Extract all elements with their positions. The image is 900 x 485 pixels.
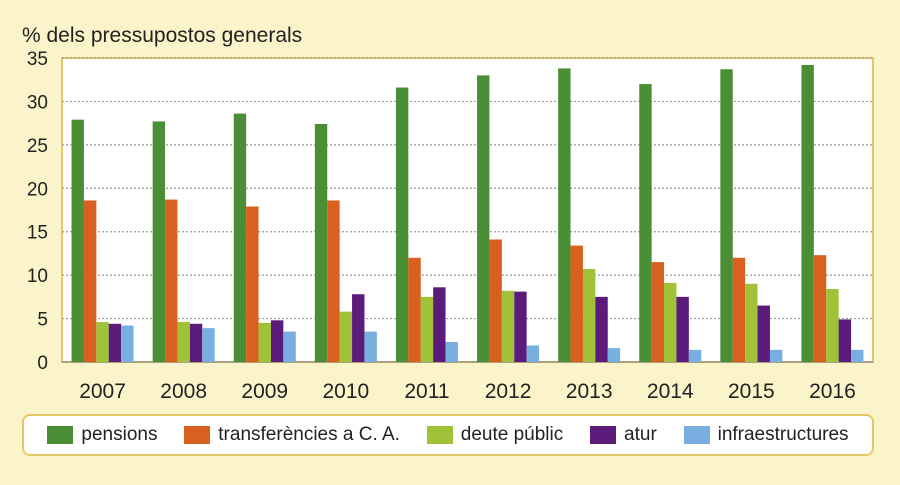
y-tick-label: 20 xyxy=(27,179,48,200)
y-tick-label: 15 xyxy=(27,223,48,244)
bar-pensions-2013 xyxy=(558,68,571,363)
bar-deute-p-blic-2012 xyxy=(501,290,515,362)
bar-atur-2009 xyxy=(270,320,284,362)
bar-pensions-2008 xyxy=(152,121,166,362)
bar-deute-p-blic-2013 xyxy=(582,269,596,362)
bar-infraestructures-2014 xyxy=(688,349,702,362)
legend-swatch xyxy=(47,426,74,444)
bar-transfer-ncies-a-c-a--2011 xyxy=(408,257,421,362)
y-tick-label: 30 xyxy=(27,92,48,113)
legend-item: pensions xyxy=(47,424,157,446)
bar-infraestructures-2010 xyxy=(364,331,377,362)
bar-deute-p-blic-2015 xyxy=(745,283,758,362)
bar-atur-2008 xyxy=(189,323,203,362)
legend-swatch xyxy=(683,426,710,444)
x-tick-label: 2015 xyxy=(728,380,775,403)
bar-deute-p-blic-2010 xyxy=(339,311,353,362)
bar-pensions-2012 xyxy=(477,75,490,362)
x-tick-label: 2013 xyxy=(566,380,613,403)
y-tick-label: 25 xyxy=(27,136,48,157)
x-tick-label: 2010 xyxy=(322,380,369,403)
x-tick-label: 2008 xyxy=(160,380,207,403)
legend-label: atur xyxy=(624,424,657,445)
bar-pensions-2010 xyxy=(314,124,328,362)
bar-infraestructures-2012 xyxy=(526,345,540,362)
bar-transfer-ncies-a-c-a--2015 xyxy=(732,257,746,362)
y-tick-label: 10 xyxy=(27,266,48,287)
bar-atur-2010 xyxy=(352,294,365,362)
bar-infraestructures-2011 xyxy=(445,342,458,362)
legend-swatch xyxy=(590,426,617,444)
bar-transfer-ncies-a-c-a--2010 xyxy=(327,200,340,362)
y-tick-label: 35 xyxy=(27,49,48,70)
bar-infraestructures-2008 xyxy=(202,328,215,362)
bar-pensions-2009 xyxy=(233,113,247,363)
legend-label: transferències a C. A. xyxy=(218,424,400,445)
y-axis-title: % dels pressupostos generals xyxy=(22,24,302,47)
bar-transfer-ncies-a-c-a--2016 xyxy=(813,255,827,362)
bar-transfer-ncies-a-c-a--2007 xyxy=(83,200,97,362)
legend-label: deute públic xyxy=(460,424,564,445)
bar-atur-2015 xyxy=(757,305,770,362)
x-tick-label: 2012 xyxy=(485,380,532,403)
bar-deute-p-blic-2014 xyxy=(664,282,677,362)
y-tick-label: 0 xyxy=(37,353,48,374)
bar-transfer-ncies-a-c-a--2012 xyxy=(489,239,502,362)
legend-item: infraestructures xyxy=(683,424,849,446)
bar-infraestructures-2007 xyxy=(121,325,134,362)
bar-pensions-2007 xyxy=(71,119,84,362)
x-tick-label: 2014 xyxy=(647,380,694,403)
legend-label: pensions xyxy=(81,424,158,445)
bar-pensions-2015 xyxy=(720,69,733,362)
bar-atur-2014 xyxy=(676,296,689,362)
bar-atur-2012 xyxy=(514,291,527,362)
x-tick-label: 2007 xyxy=(79,380,126,403)
legend-item: deute públic xyxy=(426,424,564,446)
legend-item: transferències a C. A. xyxy=(184,424,400,446)
legend-item: atur xyxy=(590,424,657,446)
bar-transfer-ncies-a-c-a--2008 xyxy=(165,199,178,362)
legend-swatch xyxy=(426,426,453,444)
bar-atur-2011 xyxy=(433,287,446,362)
bar-pensions-2016 xyxy=(801,64,814,362)
x-tick-label: 2011 xyxy=(404,380,449,403)
y-tick-label: 5 xyxy=(37,310,48,331)
bar-pensions-2014 xyxy=(639,84,652,363)
bar-deute-p-blic-2016 xyxy=(826,289,839,362)
bar-deute-p-blic-2009 xyxy=(258,322,271,362)
bar-deute-p-blic-2011 xyxy=(420,296,434,362)
bar-transfer-ncies-a-c-a--2013 xyxy=(570,245,583,362)
bar-transfer-ncies-a-c-a--2014 xyxy=(651,262,665,362)
legend-swatch xyxy=(184,426,211,444)
bar-deute-p-blic-2007 xyxy=(96,322,109,362)
legend: pensions transferències a C. A. deute públ… xyxy=(22,414,874,456)
bar-transfer-ncies-a-c-a--2009 xyxy=(246,206,259,362)
bar-infraestructures-2016 xyxy=(851,349,864,362)
bar-pensions-2011 xyxy=(395,87,409,362)
bar-atur-2007 xyxy=(108,323,122,362)
bar-infraestructures-2009 xyxy=(283,331,296,362)
bar-infraestructures-2013 xyxy=(607,348,621,362)
x-tick-label: 2009 xyxy=(241,380,288,403)
bar-atur-2013 xyxy=(595,296,608,362)
bar-deute-p-blic-2008 xyxy=(177,322,190,362)
bar-infraestructures-2015 xyxy=(769,349,783,362)
legend-label: infraestructures xyxy=(717,424,849,445)
bar-atur-2016 xyxy=(838,319,852,362)
x-tick-label: 2016 xyxy=(809,380,856,403)
